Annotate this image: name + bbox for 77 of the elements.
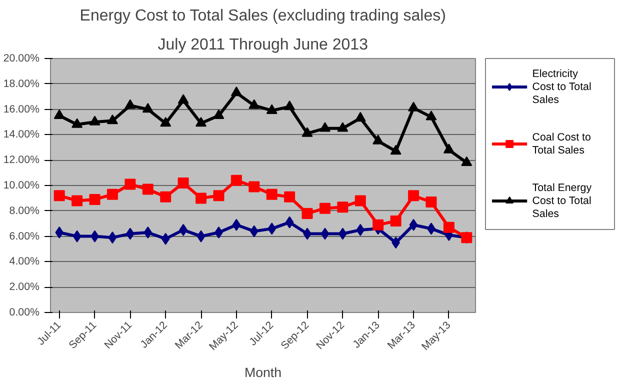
point: [337, 202, 348, 213]
point: [108, 232, 117, 244]
point: [248, 181, 260, 192]
y-tick-label: 8.00%: [9, 204, 40, 217]
point: [408, 102, 420, 112]
legend-label: Electricity Cost to Total Sales: [532, 68, 592, 106]
point: [54, 109, 65, 120]
point: [230, 86, 242, 96]
point: [443, 222, 454, 233]
point: [372, 134, 384, 144]
point: [142, 184, 154, 195]
point: [106, 114, 118, 124]
point: [337, 122, 348, 132]
point: [302, 127, 313, 137]
point: [372, 219, 384, 230]
point: [178, 94, 189, 104]
point: [89, 116, 100, 126]
point: [319, 202, 330, 214]
legend-label: Total Energy Cost to Total Sales: [532, 182, 592, 220]
point: [144, 226, 152, 238]
point: [72, 195, 83, 206]
point: [55, 226, 64, 238]
point: [72, 118, 83, 128]
y-tick-label: 20.00%: [3, 52, 40, 64]
point: [266, 104, 278, 114]
point: [248, 99, 260, 109]
point: [232, 218, 241, 231]
point: [319, 122, 330, 132]
y-tick-label: 12.00%: [3, 154, 40, 166]
point: [54, 190, 65, 202]
point: [320, 228, 330, 240]
point: [106, 188, 118, 200]
point: [284, 100, 296, 110]
point: [390, 144, 402, 155]
point: [178, 177, 189, 188]
point: [354, 112, 366, 122]
point: [302, 208, 313, 219]
point: [461, 156, 472, 166]
y-tick-label: 0.00%: [9, 306, 40, 318]
point: [443, 144, 454, 154]
point: [250, 225, 258, 238]
point: [426, 196, 437, 208]
point: [142, 103, 154, 113]
chart-title: Energy Cost to Total Sales (excluding trading sales): [80, 8, 446, 24]
point: [426, 110, 437, 120]
point: [213, 190, 224, 202]
point: [230, 174, 242, 186]
point: [89, 194, 100, 205]
point: [196, 192, 207, 204]
point: [161, 232, 170, 245]
point: [196, 116, 207, 127]
y-tick-label: 6.00%: [9, 230, 40, 242]
y-tick-label: 14.00%: [3, 128, 40, 141]
chart-subtitle: July 2011 Through June 2013: [158, 36, 368, 54]
y-tick-label: 16.00%: [3, 103, 40, 116]
y-tick-label: 4.00%: [9, 256, 40, 268]
point: [409, 218, 418, 231]
point: [285, 216, 294, 228]
point: [196, 230, 206, 242]
y-tick-label: 18.00%: [3, 78, 40, 90]
y-tick-label: 2.00%: [9, 281, 40, 294]
point: [284, 191, 296, 202]
y-tick-label: 10.00%: [3, 180, 40, 192]
point: [124, 178, 136, 190]
point: [72, 230, 82, 242]
point: [266, 188, 278, 200]
point: [124, 99, 136, 109]
legend-label: Coal Cost to Total Sales: [532, 131, 592, 157]
point: [213, 109, 224, 120]
point: [160, 116, 172, 127]
point: [408, 190, 420, 202]
point: [354, 195, 366, 206]
point: [268, 222, 276, 235]
x-axis-title: Month: [244, 365, 282, 380]
point: [160, 191, 172, 202]
point: [356, 224, 365, 236]
point: [390, 216, 402, 227]
